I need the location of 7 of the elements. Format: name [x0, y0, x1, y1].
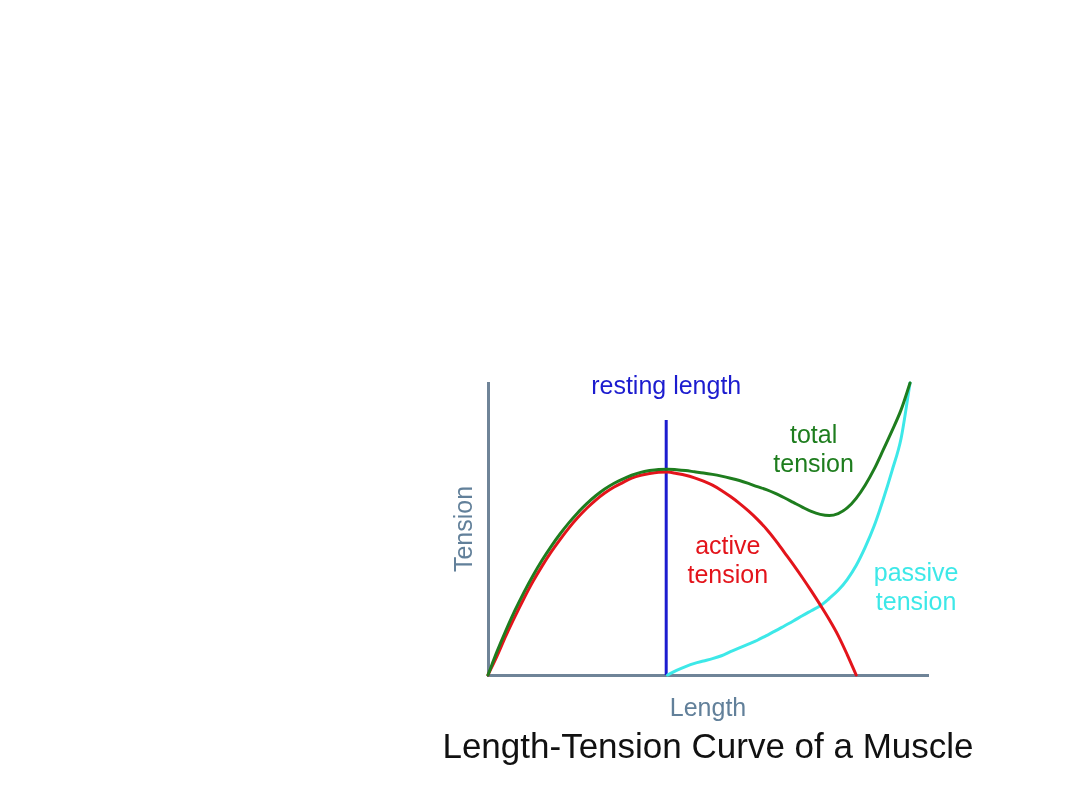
y-axis-title: Tension: [448, 485, 477, 573]
series-label: passive tension: [873, 557, 959, 615]
series-label: total tension: [773, 420, 854, 478]
series-label: active tension: [687, 531, 769, 589]
x-axis-title: Length: [669, 692, 747, 721]
annotation: resting length: [591, 370, 742, 399]
text: Length-Tension Curve of a Muscle: [442, 725, 974, 765]
